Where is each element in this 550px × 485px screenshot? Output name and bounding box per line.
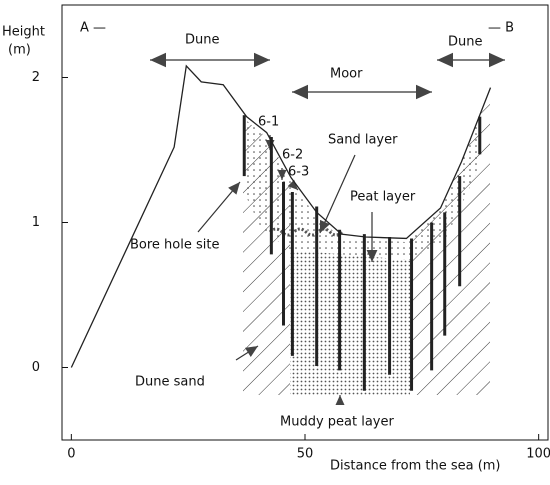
annotation: Dune [185,33,220,48]
arrow-head [489,52,505,68]
arrow-head [437,52,453,68]
layers [243,90,490,395]
arrow-head [244,346,258,357]
muddy-peat [290,250,410,395]
annotation: Dune sand [135,375,205,390]
arrow-head [292,84,308,100]
annotation: Moor [330,67,363,82]
arrow-head [228,182,240,195]
peat-line [268,227,344,237]
y-tick-label: 2 [32,70,40,85]
arrow-head [254,52,270,68]
x-tick-label: 0 [67,447,75,462]
sand-layer [243,118,478,260]
arrow-head [287,179,298,190]
x-label: Distance from the sea (m) [330,459,501,474]
dune-sand [243,90,490,395]
y-unit: (m) [8,43,31,58]
arrow-head [150,52,166,68]
end-label: — B [488,21,514,36]
y-tick-label: 0 [32,360,40,375]
annotation: Dune [448,35,483,50]
annotation: Sand layer [328,133,398,148]
annotation: Bore hole site [130,238,219,253]
x-tick-label: 100 [526,447,550,462]
y-tick-label: 1 [32,215,40,230]
arrow-head [277,170,287,180]
x-tick-label: 50 [297,447,314,462]
end-label: A — [80,21,106,36]
arrow-head [319,219,330,233]
arrow-head [335,395,345,405]
annotation: Muddy peat layer [280,415,395,430]
y-label: Height [2,25,45,40]
arrow-head [416,84,432,100]
annotation: 6-1 [258,115,279,130]
annotation: 6-2 [282,148,303,163]
annotation: Peat layer [350,190,416,205]
annotation: 6-3 [288,165,309,180]
profile-line [70,64,492,368]
arrow-head [366,250,378,262]
